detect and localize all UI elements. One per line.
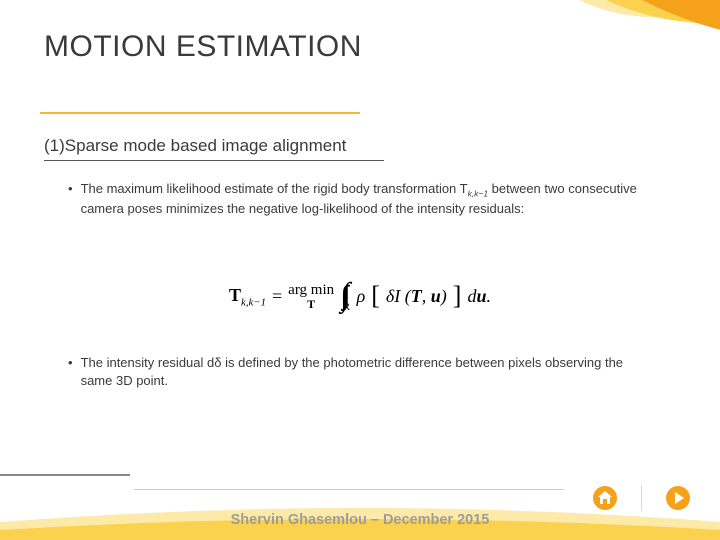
formula-suffix: du. xyxy=(467,286,491,307)
argmin-top: arg min xyxy=(288,283,334,298)
decorative-swoosh xyxy=(520,0,720,140)
footer-author: Shervin Ghasemlou – December 2015 xyxy=(0,512,720,528)
footer-rule-left xyxy=(0,474,130,476)
subtitle-underline xyxy=(44,160,384,161)
bullet-dot-icon: • xyxy=(68,180,73,218)
formula-rho: ρ xyxy=(357,286,366,307)
formula-lhs: T xyxy=(229,285,241,305)
title-underline xyxy=(40,112,360,114)
formula-lhs-sub: k,k−1 xyxy=(241,296,266,308)
bullet1-sub: k,k−1 xyxy=(468,189,488,199)
double-integral-2: ∫ R̄ xyxy=(342,280,350,313)
formula-eq: = xyxy=(272,286,282,307)
argmin-bot: T xyxy=(307,298,315,310)
bracket-close-icon: ] xyxy=(453,281,462,311)
bracket-open-icon: [ xyxy=(371,281,380,311)
bullet1-lead: The maximum likelihood estimate of the r… xyxy=(81,181,468,196)
home-button[interactable] xyxy=(591,484,619,512)
page-title: MOTION ESTIMATION xyxy=(44,30,362,64)
next-button[interactable] xyxy=(664,484,692,512)
formula-inner: δI (T, u) xyxy=(386,286,447,307)
section-subtitle: (1)Sparse mode based image alignment xyxy=(44,136,346,156)
nav-separator xyxy=(641,485,642,511)
bullet-text: The maximum likelihood estimate of the r… xyxy=(81,180,648,218)
argmin: arg min T xyxy=(288,283,334,310)
bullet-dot-icon: • xyxy=(68,354,73,390)
formula-block: Tk,k−1 = arg min T ∫ ∫ R̄ ρ [ δI (T, u) … xyxy=(150,280,570,313)
bullet-text: The intensity residual dδ is defined by … xyxy=(81,354,648,390)
nav-controls xyxy=(591,484,692,512)
play-icon xyxy=(665,485,691,511)
integral-region: R̄ xyxy=(343,303,350,313)
bullet-item: • The intensity residual dδ is defined b… xyxy=(68,354,648,390)
bullet-item: • The maximum likelihood estimate of the… xyxy=(68,180,648,218)
footer-rule-center xyxy=(134,489,564,490)
home-icon xyxy=(592,485,618,511)
